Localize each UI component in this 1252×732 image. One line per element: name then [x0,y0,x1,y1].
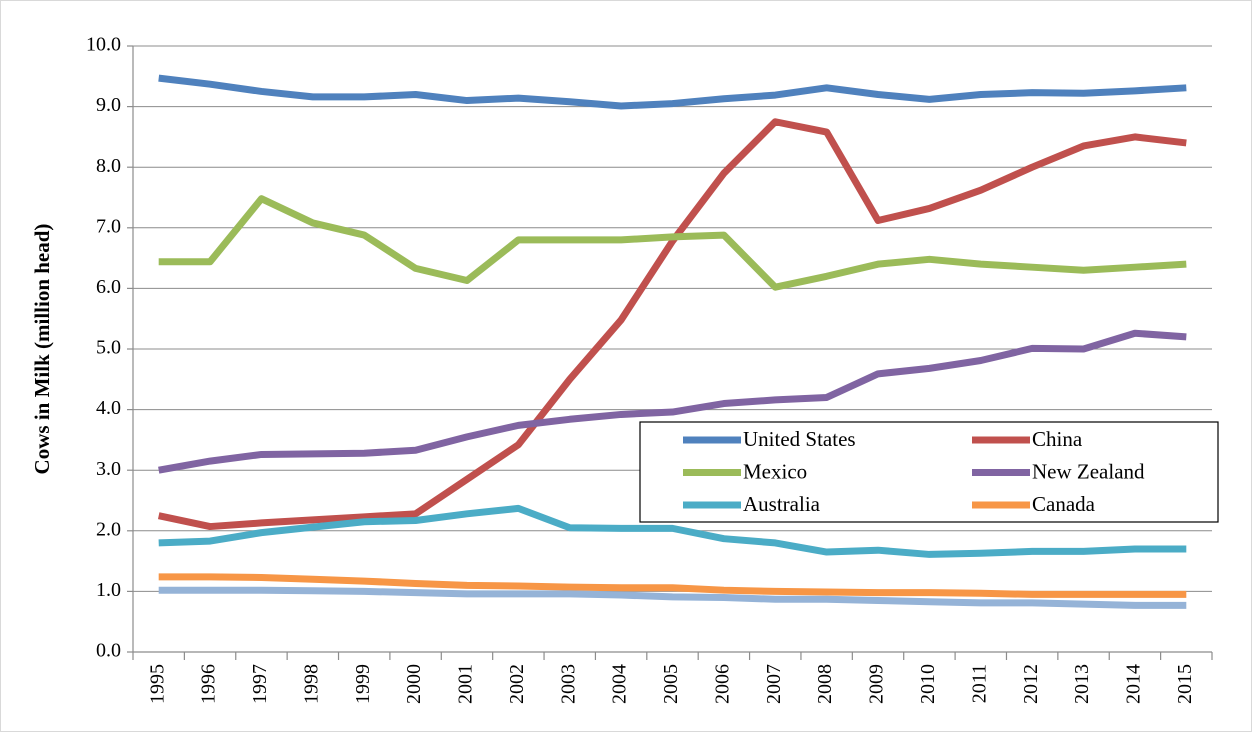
x-tick-label: 2015 [1174,664,1196,704]
y-tick-label: 5.0 [96,337,121,359]
x-tick-label: 1999 [352,664,374,704]
series-line [157,118,1187,531]
x-tick-label: 1996 [198,664,220,704]
legend-label: China [1032,427,1083,451]
y-tick-label: 1.0 [96,579,121,601]
y-tick-label: 4.0 [96,397,121,419]
legend-label: Mexico [743,459,807,483]
x-tick-label: 2002 [506,664,528,704]
x-tick-label: 2005 [660,664,682,704]
series-line [158,504,1187,558]
series-line [158,573,1187,598]
x-tick-label: 2006 [711,664,733,704]
x-tick-label: 1997 [249,664,271,704]
y-tick-label: 0.0 [96,640,121,662]
legend-label: New Zealand [1032,459,1145,483]
y-tick-label: 2.0 [96,518,121,540]
x-tick-label: 2004 [609,664,631,704]
x-tick-label: 2008 [814,664,836,704]
x-tick-label: 2014 [1123,664,1145,704]
series-line [158,586,1187,609]
x-tick-label: 1995 [146,664,168,704]
series-line [158,329,1187,474]
y-tick-label: 3.0 [96,458,121,480]
legend-label: United States [743,427,856,451]
series-line [158,195,1187,291]
x-tick-label: 1998 [300,664,322,704]
legend-label: Australia [743,492,821,516]
x-tick-label: 2011 [968,664,990,703]
x-tick-label: 2001 [455,664,477,704]
y-tick-label: 10.0 [86,34,121,56]
x-tick-label: 2003 [557,664,579,704]
x-tick-label: 2010 [917,664,939,704]
legend-label: Canada [1032,492,1096,516]
y-tick-label: 6.0 [96,276,121,298]
x-tick-label: 2012 [1020,664,1042,704]
y-tick-label: 7.0 [96,215,121,237]
x-tick-label: 2013 [1071,664,1093,704]
y-tick-label: 9.0 [96,94,121,116]
y-axis-label: Cows in Milk (million head) [30,224,54,475]
x-tick-label: 2009 [866,664,888,704]
y-tick-label: 8.0 [96,155,121,177]
series-line [158,74,1187,110]
x-tick-label: 2007 [763,664,785,704]
x-tick-label: 2000 [403,664,425,704]
